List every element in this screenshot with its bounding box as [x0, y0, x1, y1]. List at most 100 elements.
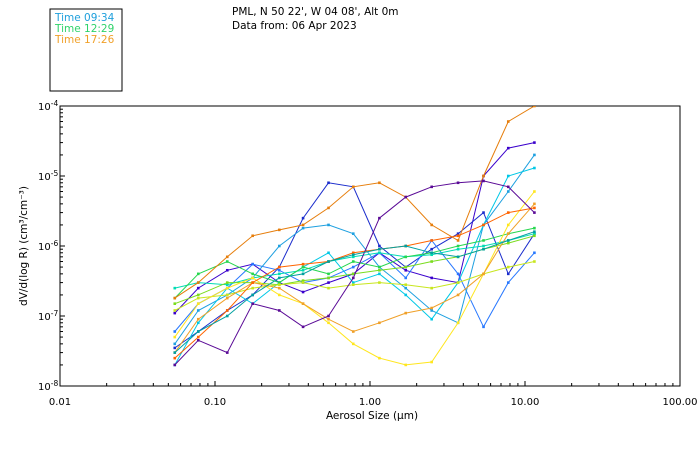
- data-point: [404, 255, 408, 259]
- series-line: [174, 261, 535, 311]
- data-point: [251, 276, 254, 280]
- data-point: [278, 244, 281, 248]
- data-point: [225, 286, 229, 290]
- data-point: [456, 293, 460, 297]
- plot-frame: [59, 105, 681, 387]
- data-point: [173, 302, 177, 305]
- data-point: [533, 251, 536, 255]
- data-point: [225, 314, 229, 318]
- data-point: [378, 321, 381, 325]
- data-point: [482, 239, 485, 242]
- data-point: [173, 356, 177, 360]
- data-point: [506, 232, 510, 235]
- data-point: [251, 281, 254, 284]
- data-point: [482, 211, 485, 214]
- data-point: [506, 281, 510, 284]
- data-point: [506, 146, 510, 150]
- series-10: [173, 190, 536, 367]
- data-point: [456, 321, 460, 325]
- chart-subtitle: Data from: 06 Apr 2023: [232, 20, 357, 32]
- data-point: [173, 342, 177, 346]
- data-point: [196, 281, 200, 284]
- data-point: [173, 309, 177, 312]
- series-2: [173, 181, 536, 350]
- data-point: [506, 120, 510, 123]
- data-point: [301, 268, 305, 272]
- data-point: [533, 226, 536, 230]
- data-point: [225, 293, 229, 297]
- data-point: [196, 335, 200, 339]
- data-point: [533, 260, 536, 263]
- data-point: [251, 302, 254, 305]
- data-point: [278, 276, 281, 280]
- series-line: [174, 191, 535, 366]
- data-point: [351, 342, 355, 346]
- data-point: [173, 311, 177, 315]
- data-point: [301, 272, 305, 276]
- data-point: [251, 234, 254, 238]
- data-point: [533, 211, 536, 214]
- data-point: [327, 206, 330, 210]
- data-point: [225, 283, 229, 286]
- data-point: [430, 251, 433, 255]
- data-point: [533, 141, 536, 144]
- data-point: [278, 286, 281, 290]
- data-point: [301, 281, 305, 284]
- data-point: [327, 314, 330, 318]
- data-point: [225, 260, 229, 263]
- data-point: [533, 232, 536, 235]
- data-point: [173, 351, 177, 354]
- data-point: [327, 321, 330, 325]
- data-point: [506, 239, 510, 242]
- y-axis-label: dV/d(log R) (cm³/cm⁻³): [18, 186, 30, 306]
- data-point: [351, 260, 355, 263]
- data-point: [456, 244, 460, 248]
- data-point: [378, 265, 381, 269]
- data-point: [278, 268, 281, 272]
- data-point: [301, 262, 305, 266]
- data-point: [327, 251, 330, 255]
- legend-entry-1: Time 09:34: [54, 12, 115, 24]
- chart-title: PML, N 50 22', W 04 08', Alt 0m: [232, 6, 399, 18]
- data-point: [173, 363, 177, 367]
- data-point: [430, 286, 433, 290]
- data-point: [430, 276, 433, 280]
- data-point: [378, 251, 381, 255]
- data-point: [351, 253, 355, 257]
- data-point: [173, 296, 177, 300]
- data-point: [251, 286, 254, 290]
- data-point: [430, 309, 433, 312]
- series-12: [173, 106, 536, 300]
- series-layer: [173, 106, 536, 367]
- data-point: [378, 181, 381, 185]
- data-point: [225, 281, 229, 284]
- data-point: [430, 317, 433, 321]
- data-point: [225, 309, 229, 312]
- data-point: [351, 185, 355, 189]
- data-point: [430, 185, 433, 189]
- data-point: [173, 286, 177, 290]
- data-point: [196, 330, 200, 333]
- data-point: [327, 317, 330, 321]
- data-point: [378, 268, 381, 272]
- data-point: [196, 286, 200, 290]
- data-point: [533, 190, 536, 193]
- series-line: [174, 106, 535, 299]
- data-point: [404, 195, 408, 199]
- data-point: [506, 190, 510, 193]
- data-point: [430, 223, 433, 227]
- data-point: [378, 244, 381, 248]
- data-point: [196, 321, 200, 325]
- data-point: [327, 272, 330, 276]
- data-point: [404, 283, 408, 286]
- data-point: [196, 309, 200, 312]
- data-point: [533, 153, 536, 157]
- data-point: [506, 223, 510, 227]
- data-point: [351, 265, 355, 269]
- data-point: [327, 181, 330, 185]
- data-point: [378, 281, 381, 284]
- data-point: [196, 338, 200, 342]
- x-tick-label: 10.00: [511, 397, 540, 408]
- data-point: [430, 239, 433, 242]
- data-point: [278, 265, 281, 269]
